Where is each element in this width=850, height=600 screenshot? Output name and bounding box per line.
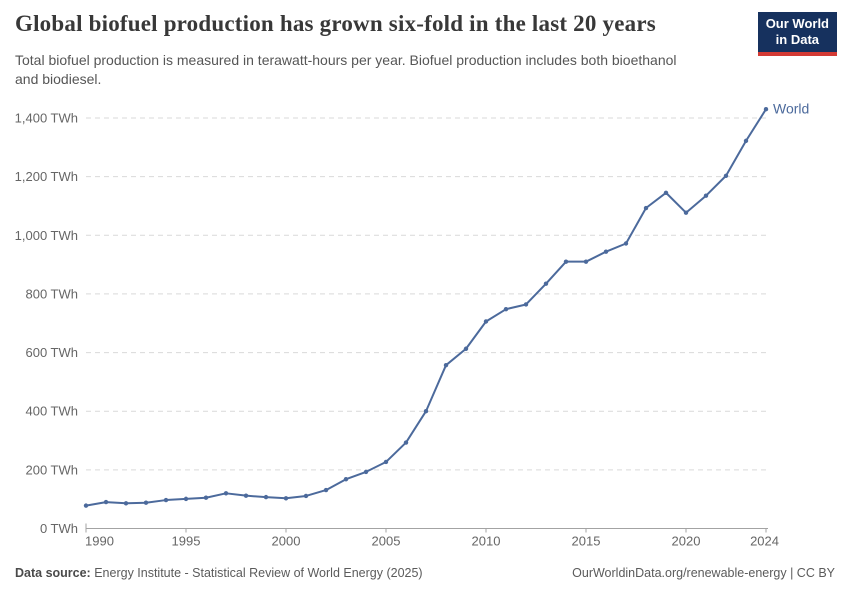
data-point-2018[interactable] [643,205,649,211]
y-axis-label: 600 TWh [25,345,78,360]
data-point-2005[interactable] [383,459,389,465]
y-axis-label: 400 TWh [25,404,78,419]
line-chart[interactable]: 0 TWh 200 TWh 400 TWh 600 TWh 800 TWh 1,000 T… [0,100,850,560]
chart-subtitle: Total biofuel production is measured in … [15,51,760,90]
y-axis-label: 1,200 TWh [15,169,78,184]
data-point-2012[interactable] [523,302,529,307]
data-point-2001[interactable] [303,493,309,499]
chart-title: Global biofuel production has grown six-… [15,11,656,36]
data-point-2021[interactable] [703,193,709,198]
data-point-2024[interactable] [763,107,769,112]
y-axis-label: 0 TWh [40,521,78,536]
data-point-1999[interactable] [263,494,269,500]
data-source: Data source: Energy Institute - Statisti… [15,566,423,580]
series-line-world[interactable] [85,108,767,507]
data-point-1991[interactable] [103,499,109,505]
y-axis-label: 200 TWh [25,462,78,477]
data-point-2016[interactable] [603,249,609,254]
x-axis-label: 2024 [750,534,779,549]
data-point-1990[interactable] [83,503,89,508]
data-point-1992[interactable] [123,501,129,506]
data-point-2000[interactable] [283,496,289,501]
data-point-1993[interactable] [143,500,149,505]
data-point-2007[interactable] [423,409,429,414]
data-point-2020[interactable] [683,210,689,215]
data-point-2004[interactable] [363,469,369,475]
data-point-2013[interactable] [543,281,549,286]
data-source-label: Data source: [15,566,91,580]
y-axis-label: 800 TWh [25,286,78,301]
data-point-2015[interactable] [583,259,589,264]
data-point-2023[interactable] [743,138,749,144]
data-point-2010[interactable] [483,319,489,324]
data-point-2002[interactable] [323,487,329,493]
chart-footer: Data source: Energy Institute - Statisti… [15,566,835,580]
data-source-text: Energy Institute - Statistical Review of… [90,566,423,580]
x-axis-label: 2000 [272,534,301,549]
data-point-1998[interactable] [243,493,249,498]
owid-url-link[interactable]: OurWorldinData.org/renewable-energy | CC… [572,566,835,580]
data-point-2003[interactable] [343,477,349,482]
chart-subtitle-line2: and biodiesel. [15,71,102,88]
data-point-1995[interactable] [183,496,189,502]
chart-subtitle-line1: Total biofuel production is measured in … [15,52,677,68]
data-point-2008[interactable] [443,362,449,368]
x-axis-label: 2015 [572,534,601,549]
data-point-1997[interactable] [223,491,229,496]
owid-logo-line2: in Data [775,32,820,48]
data-point-2006[interactable] [403,440,409,445]
data-point-2017[interactable] [623,241,629,246]
owid-logo-line1: Our World [765,16,829,31]
x-axis-label: 1995 [172,534,201,549]
owid-logo[interactable]: Our World in Data [757,12,837,56]
x-axis-label: 2010 [472,534,501,549]
data-point-2009[interactable] [463,346,469,351]
data-point-2014[interactable] [563,259,569,264]
series-label-world[interactable]: World [773,101,809,117]
x-axis-label: 1990 [85,534,114,549]
data-point-1994[interactable] [163,497,169,503]
y-axis-label: 1,000 TWh [15,228,78,243]
y-axis-label: 1,400 TWh [15,111,78,126]
data-point-2022[interactable] [723,173,729,178]
data-point-2019[interactable] [663,190,669,195]
data-point-2011[interactable] [503,306,509,312]
data-point-1996[interactable] [203,495,209,500]
x-axis-label: 2005 [372,534,401,549]
x-axis-label: 2020 [672,534,701,549]
